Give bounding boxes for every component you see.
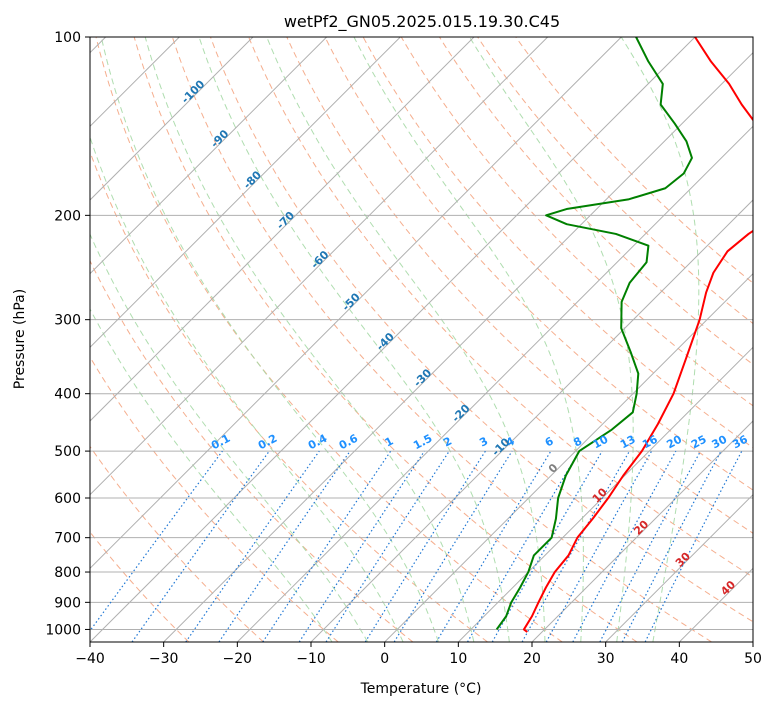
x-tick-label: −40 [75,651,105,667]
isotherm-line [385,37,775,642]
mixing-ratio-label: 20 [664,433,684,452]
mixing-ratio-line [82,451,223,642]
x-tick-label: 50 [744,651,762,667]
mixing-ratio-label: 1.5 [411,432,434,453]
mixing-ratio-label: 30 [710,433,730,452]
y-tick-label: 900 [54,595,81,611]
isotherm-label: -20 [449,402,472,425]
isotherm-label: -50 [340,290,363,313]
isotherm-label: 40 [718,578,738,598]
y-tick-label: 800 [54,565,81,581]
isotherm-label: -60 [308,248,331,271]
y-tick-label: 100 [54,30,81,46]
mixing-ratio-line [263,451,391,642]
y-axis-label: Pressure (hPa) [12,289,28,389]
mixing-ratio-label: 3 [477,434,490,449]
x-tick-label: −30 [149,651,179,667]
mixing-ratio-line [365,451,485,642]
x-tick-label: 10 [449,651,467,667]
isotherm-label: 10 [590,485,610,505]
y-tick-label: 500 [54,444,81,460]
y-tick-label: 700 [54,531,81,547]
isotherm-label: 20 [631,517,651,537]
isotherm-label: -80 [241,168,264,191]
isotherm-line [458,37,775,642]
sounding-profiles [497,37,775,632]
chart-title: wetPf2_GN05.2025.015.19.30.C45 [284,12,560,32]
isotherm-label: -70 [274,209,297,232]
dry-adiabat [20,37,413,642]
isotherm-line [0,37,327,642]
mixing-ratio-label: 1 [383,434,396,449]
isotherm-label: 30 [673,549,693,569]
mixing-ratio-label: 10 [591,433,611,452]
moist-adiabat [469,37,633,642]
x-axis-label: Temperature (°C) [360,681,482,697]
x-tick-label: 20 [523,651,541,667]
moist-adiabat [33,37,368,642]
mixing-ratio-line [219,451,350,642]
isotherm-line [0,37,400,642]
moist-adiabat [5,37,332,642]
x-tick-label: 0 [380,651,389,667]
x-tick-label: 40 [670,651,688,667]
mixing-ratio-line [573,451,676,642]
y-tick-label: 400 [54,387,81,403]
isotherm-line [16,37,621,642]
dry-adiabat [172,37,711,642]
mixing-ratio-label: 8 [571,434,584,449]
isotherm-line [237,37,775,642]
dry-adiabat [516,37,775,642]
x-tick-label: −20 [223,651,253,667]
isotherm-label: -40 [374,330,397,353]
mixing-ratio-line [600,451,701,642]
mixing-ratio-line [299,451,424,642]
isotherm-label: -90 [208,127,231,150]
dry-adiabat [0,37,189,642]
mixing-ratio-label: 6 [543,434,556,449]
isotherm-label: -30 [411,366,434,389]
dry-adiabat [0,37,338,642]
y-tick-label: 200 [54,208,81,224]
mixing-ratio-label: 0.1 [209,432,232,453]
dry-adiabat [0,37,264,642]
mixing-ratio-label: 25 [689,433,709,452]
mixing-ratio-label: 36 [730,433,750,452]
y-tick-label: 600 [54,491,81,507]
y-tick-label: 300 [54,313,81,329]
isotherm-line [0,37,474,642]
mixing-ratio-line [326,451,449,642]
isotherm-label: -100 [179,77,208,106]
temperature-profile [524,37,775,632]
isotherm-line [753,37,775,642]
isotherm-line [532,37,775,642]
mixing-ratio-label: 13 [618,433,638,452]
moist-adiabat [64,37,403,642]
isotherm-line [0,37,253,642]
dry-adiabat [58,37,488,642]
y-tick-label: 1000 [45,622,81,638]
mixing-ratio-label: 0.4 [306,432,330,453]
x-tick-label: 30 [597,651,615,667]
mixing-ratio-line [546,451,651,642]
x-tick-label: −10 [296,651,326,667]
